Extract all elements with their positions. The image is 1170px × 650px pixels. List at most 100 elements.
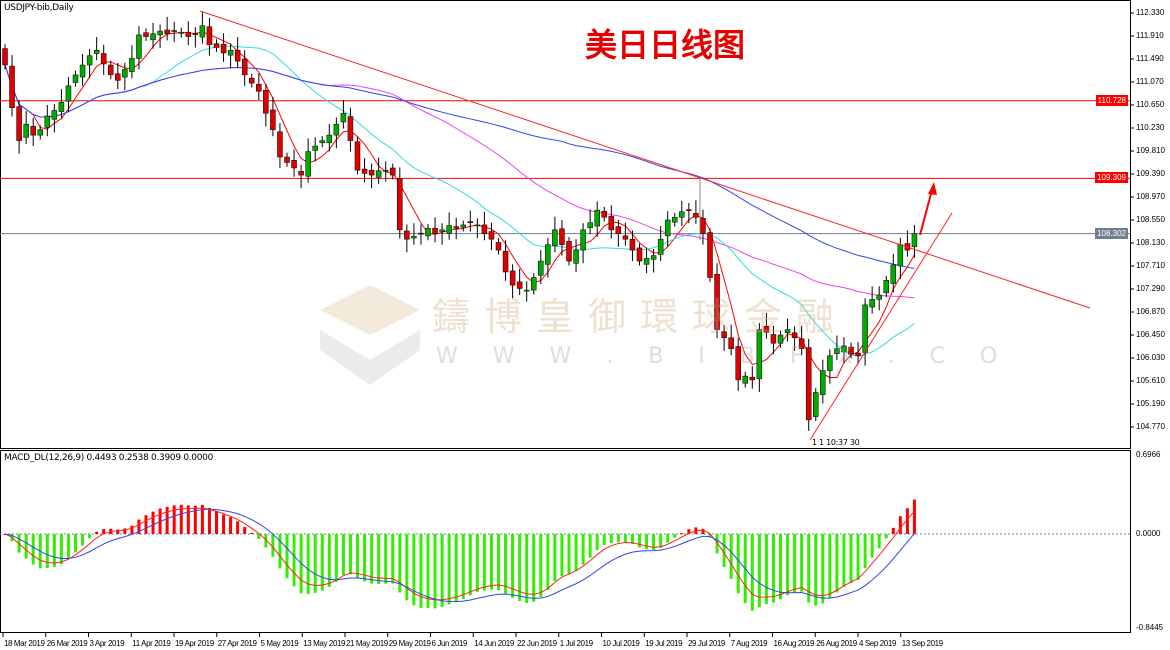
date-tick-label: 29 May 2019: [388, 639, 431, 648]
macd-histogram-bar: [165, 506, 169, 534]
candle-body: [453, 226, 459, 229]
macd-histogram-bar: [736, 534, 740, 594]
macd-histogram-bar: [849, 534, 853, 584]
macd-histogram-bar: [546, 534, 550, 590]
candle-body: [650, 255, 657, 260]
macd-histogram-bar: [638, 534, 641, 548]
candle-body: [756, 329, 763, 380]
date-tick-label: 3 Apr 2019: [89, 639, 125, 648]
macd-histogram-bar: [356, 534, 359, 579]
macd-histogram-bar: [821, 534, 825, 604]
macd-histogram-bar: [884, 534, 888, 539]
macd-histogram-bar: [588, 534, 592, 558]
macd-histogram-bar: [59, 534, 63, 565]
candle-body: [368, 169, 375, 176]
date-tick-label: 4 Sep 2019: [859, 639, 896, 648]
date-tick-label: 14 Jun 2019: [474, 639, 514, 648]
macd-histogram-bar: [757, 534, 761, 608]
candle-body: [855, 352, 861, 357]
candle-body: [566, 241, 572, 262]
macd-histogram-bar: [468, 534, 472, 596]
candle-body: [2, 48, 8, 66]
macd-histogram-bar: [504, 534, 508, 594]
candle-body: [185, 31, 192, 37]
macd-histogram-bar: [475, 534, 479, 593]
macd-histogram-bar: [652, 534, 656, 551]
price-tick-label: 109.810: [1136, 146, 1165, 155]
macd-histogram-bar: [440, 534, 444, 608]
watermark-url: W W W . B I B F X . C O: [436, 344, 1012, 369]
price-tick-label: 108.550: [1136, 215, 1165, 224]
candle-body: [192, 33, 199, 36]
macd-histogram-bar: [877, 534, 881, 549]
price-tick-label: 110.650: [1136, 100, 1165, 109]
macd-histogram-bar: [793, 534, 797, 593]
candle-body: [883, 279, 889, 294]
candle-body: [763, 325, 770, 333]
macd-histogram-bar: [116, 529, 120, 534]
macd-histogram-bar: [518, 534, 522, 602]
date-tick-label: 21 May 2019: [346, 639, 388, 648]
macd-histogram-bar: [447, 534, 451, 605]
macd-histogram-bar: [377, 534, 381, 585]
candle-body: [382, 169, 389, 172]
candle-body: [171, 30, 177, 32]
candle-body: [199, 25, 206, 38]
macd-histogram-bar: [497, 534, 500, 591]
candle-body: [770, 334, 777, 344]
candle-body: [270, 109, 276, 130]
macd-histogram-bar: [137, 519, 141, 534]
date-tick-label: 19 Jul 2019: [645, 639, 683, 648]
macd-histogram-bar: [779, 534, 782, 600]
candle-body: [397, 178, 403, 231]
macd-histogram-bar: [595, 534, 599, 551]
macd-histogram-bar: [334, 534, 338, 582]
macd-histogram-bar: [327, 534, 331, 587]
candle-body: [178, 31, 184, 34]
candle-body: [30, 126, 36, 136]
macd-histogram-bar: [52, 534, 56, 567]
candle-body: [728, 337, 734, 349]
macd-histogram-bar: [616, 534, 620, 543]
date-tick-label: 19 Apr 2019: [175, 639, 214, 648]
macd-histogram-bar: [454, 534, 458, 603]
macd-histogram-bar: [172, 505, 176, 534]
macd-histogram-bar: [630, 534, 634, 545]
macd-histogram-bar: [264, 534, 268, 548]
macd-label: MACD_DL(12,26,9) 0.4493 0.2538 0.3909 0.…: [4, 453, 214, 463]
forecast-arrow-head: [928, 182, 937, 195]
macd-histogram-bar: [398, 534, 402, 593]
price-pane-frame: [0, 0, 1131, 449]
macd-histogram-bar: [405, 534, 409, 601]
candle-body: [227, 49, 234, 56]
date-tick-label: 13 Sep 2019: [901, 639, 943, 648]
candle-body: [784, 329, 791, 334]
price-tick-label: 109.390: [1136, 169, 1165, 178]
price-tick-label: 107.710: [1136, 261, 1165, 270]
price-tick-label: 111.490: [1136, 54, 1164, 63]
macd-histogram-bar: [243, 526, 247, 534]
candle-body: [636, 247, 643, 262]
candle-body: [594, 209, 600, 227]
candle-body: [312, 145, 318, 151]
candle-body: [523, 289, 530, 292]
candle-body: [241, 58, 248, 76]
macd-tick-label: 0.6966: [1136, 450, 1161, 459]
time-marker: 1 1 10:37 30: [812, 438, 860, 447]
macd-histogram-bar: [151, 511, 155, 534]
candle-body: [897, 244, 904, 267]
macd-histogram-bar: [525, 534, 529, 604]
macd-histogram-bar: [715, 534, 719, 554]
candle-body: [263, 89, 269, 114]
candle-body: [488, 231, 495, 240]
candle-body: [876, 294, 882, 300]
moving-average-line: [4, 31, 915, 378]
candle-body: [820, 370, 826, 395]
macd-signal-line: [4, 507, 915, 601]
macd-histogram-bar: [278, 534, 282, 569]
candle-body: [622, 235, 629, 240]
candle-body: [608, 215, 615, 231]
candle-body: [791, 332, 798, 338]
candle-body: [890, 264, 897, 284]
candle-body: [643, 258, 650, 265]
